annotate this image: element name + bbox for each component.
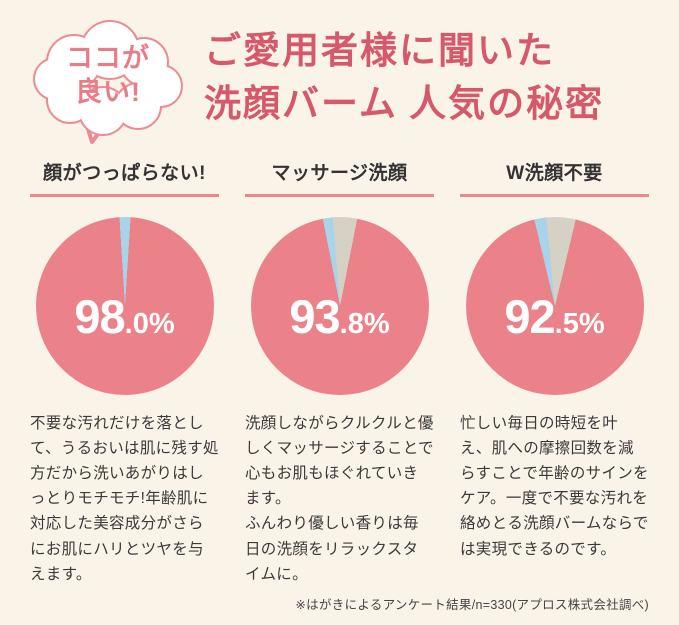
column-label: 顔がつっぱらない! [30,158,219,197]
column-label: W洗顔不要 [460,158,649,197]
pie-percentage: 93.8% [289,289,389,344]
percentage-fraction: .0% [124,307,175,340]
page-title: ご愛用者様に聞いた 洗顔バーム 人気の秘密 [204,26,604,131]
percentage-fraction: .8% [339,307,390,340]
pie-chart: 93.8% [250,217,429,395]
callout-line1: ココが [66,43,150,74]
cloud-icon [33,20,183,144]
column-description: 洗顔しながらクルクルと優しくマッサージすることで心もお肌もほぐれていきます。 ふ… [245,415,434,583]
survey-columns: 顔がつっぱらない! 98.0% 不要な汚れだけを落として、うるおいは肌に残す処方… [30,158,649,587]
column-description: 忙しい毎日の時短を叶え、肌への摩擦回数を減らすことで年齢のサインをケア。一度で不… [460,415,649,558]
page-title-line1: ご愛用者様に聞いた [204,31,555,72]
pie-percentage: 92.5% [504,289,604,344]
callout-text: ココが 良い! [24,28,192,124]
survey-column-3: W洗顔不要 92.5% 忙しい毎日の時短を叶え、肌への摩擦回数を減らすことで年齢… [460,158,649,587]
percentage-integer: 93 [289,289,340,343]
survey-footnote: ※はがきによるアンケート結果/n=330(アプロス株式会社調べ) [295,598,649,612]
column-description: 不要な汚れだけを落として、うるおいは肌に残す処方だから洗いあがりはしっとりモチモ… [30,415,219,583]
pie-percentage: 98.0% [74,289,174,344]
percentage-integer: 92 [504,289,555,343]
survey-column-1: 顔がつっぱらない! 98.0% 不要な汚れだけを落として、うるおいは肌に残す処方… [30,158,219,587]
column-label: マッサージ洗顔 [245,158,434,197]
survey-column-2: マッサージ洗顔 93.8% 洗顔しながらクルクルと優しくマッサージすることで心も… [245,158,434,587]
percentage-fraction: .5% [554,307,605,340]
callout-line2: 良い! [75,77,141,107]
pie-chart: 92.5% [465,217,644,395]
pie-chart: 98.0% [35,217,214,395]
percentage-integer: 98 [74,289,125,343]
callout-bubble: ココが 良い! [24,18,196,146]
page-title-line2: 洗顔バーム 人気の秘密 [204,83,605,125]
